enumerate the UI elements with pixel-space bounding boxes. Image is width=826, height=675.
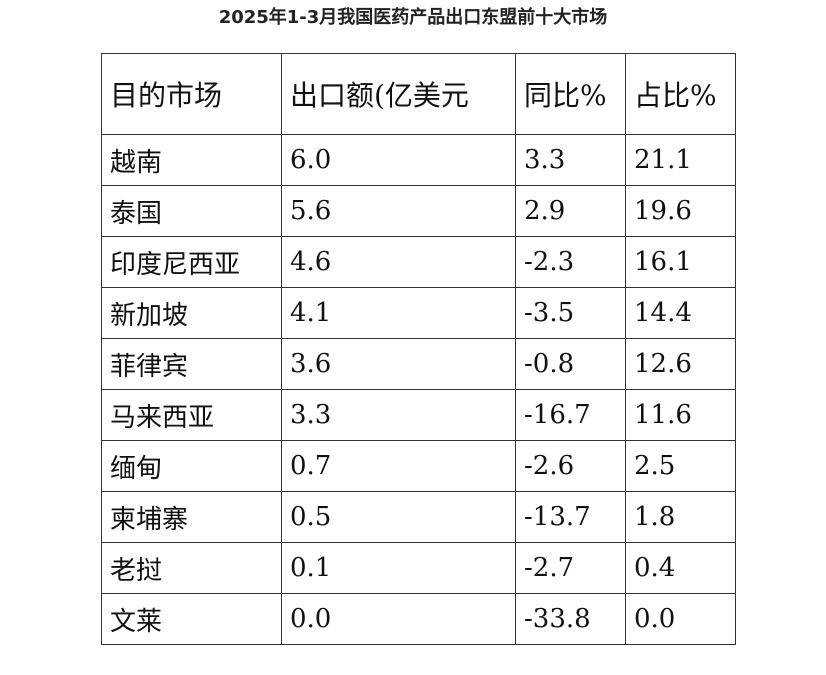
table-row: 菲律宾 3.6 -0.8 12.6 [101,338,736,390]
column-header-market: 目的市场 [101,53,282,135]
cell-yoy: -16.7 [515,389,626,441]
cell-export-value: 3.6 [281,338,516,390]
cell-share: 0.0 [625,593,736,645]
cell-export-value: 0.7 [281,440,516,492]
cell-yoy: -2.7 [515,542,626,594]
table-header-row: 目的市场 出口额(亿美元 同比% 占比% [101,53,736,135]
cell-market: 菲律宾 [101,338,282,390]
table-row: 缅甸 0.7 -2.6 2.5 [101,440,736,492]
table-row: 新加坡 4.1 -3.5 14.4 [101,287,736,339]
cell-market: 泰国 [101,185,282,237]
column-header-share: 占比% [625,53,736,135]
column-header-yoy: 同比% [515,53,626,135]
cell-export-value: 0.1 [281,542,516,594]
table-row: 柬埔寨 0.5 -13.7 1.8 [101,491,736,543]
cell-market: 马来西亚 [101,389,282,441]
cell-share: 14.4 [625,287,736,339]
cell-market: 柬埔寨 [101,491,282,543]
cell-share: 19.6 [625,185,736,237]
cell-export-value: 4.1 [281,287,516,339]
cell-market: 文莱 [101,593,282,645]
cell-export-value: 6.0 [281,134,516,186]
cell-market: 印度尼西亚 [101,236,282,288]
cell-share: 12.6 [625,338,736,390]
table-row: 老挝 0.1 -2.7 0.4 [101,542,736,594]
cell-export-value: 3.3 [281,389,516,441]
cell-yoy: -3.5 [515,287,626,339]
cell-share: 21.1 [625,134,736,186]
cell-market: 新加坡 [101,287,282,339]
cell-yoy: -13.7 [515,491,626,543]
cell-yoy: -2.6 [515,440,626,492]
cell-yoy: -0.8 [515,338,626,390]
cell-yoy: -2.3 [515,236,626,288]
data-table: 目的市场 出口额(亿美元 同比% 占比% 越南 6.0 3.3 21.1 泰国 5.6 2.… [101,53,736,645]
table-row: 越南 6.0 3.3 21.1 [101,134,736,186]
cell-market: 越南 [101,134,282,186]
cell-share: 0.4 [625,542,736,594]
column-header-export-value: 出口额(亿美元 [281,53,516,135]
table-row: 文莱 0.0 -33.8 0.0 [101,593,736,645]
cell-export-value: 4.6 [281,236,516,288]
cell-share: 2.5 [625,440,736,492]
cell-export-value: 0.5 [281,491,516,543]
table-row: 印度尼西亚 4.6 -2.3 16.1 [101,236,736,288]
cell-market: 老挝 [101,542,282,594]
cell-share: 16.1 [625,236,736,288]
cell-export-value: 0.0 [281,593,516,645]
cell-yoy: -33.8 [515,593,626,645]
table-row: 马来西亚 3.3 -16.7 11.6 [101,389,736,441]
cell-yoy: 3.3 [515,134,626,186]
cell-share: 11.6 [625,389,736,441]
cell-share: 1.8 [625,491,736,543]
table-row: 泰国 5.6 2.9 19.6 [101,185,736,237]
cell-yoy: 2.9 [515,185,626,237]
cell-market: 缅甸 [101,440,282,492]
cell-export-value: 5.6 [281,185,516,237]
chart-title: 2025年1-3月我国医药产品出口东盟前十大市场 [218,7,608,28]
table-body: 越南 6.0 3.3 21.1 泰国 5.6 2.9 19.6 印度尼西亚 4.6 -2.3 16.1… [101,134,736,645]
